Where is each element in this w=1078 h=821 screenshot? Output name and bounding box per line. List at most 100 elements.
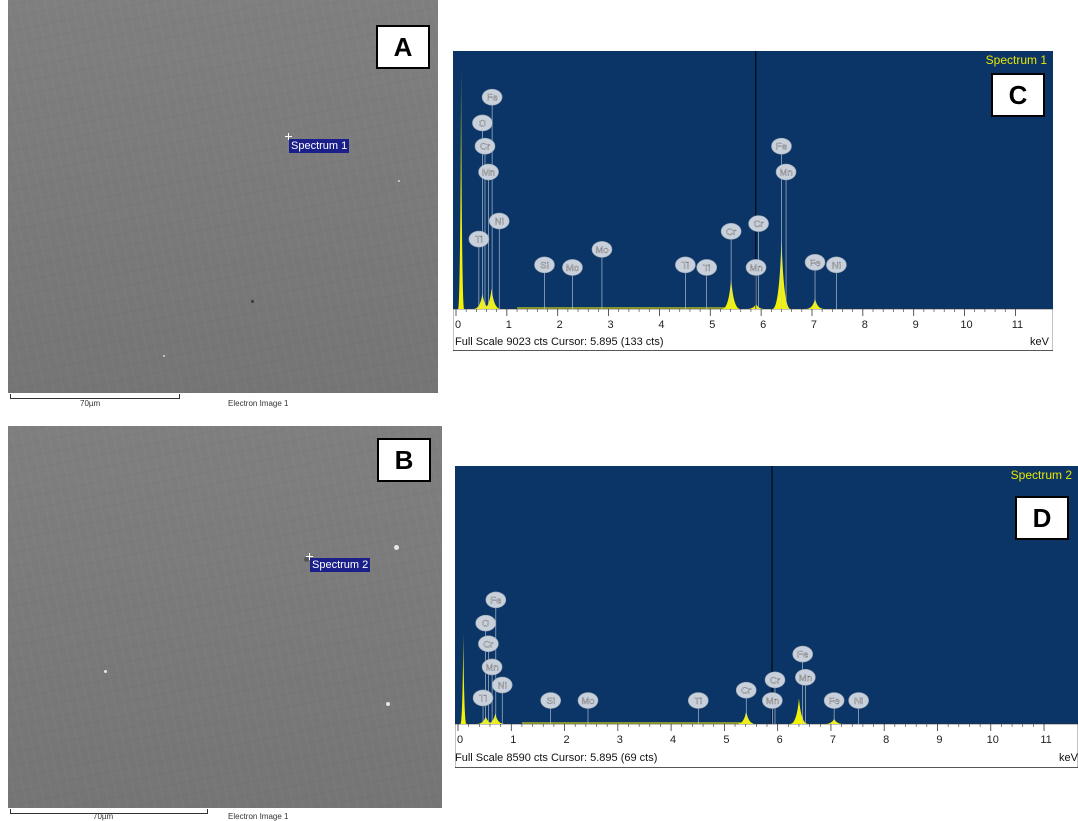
x-tick-label: 10 (987, 734, 999, 746)
spectrum-footer: Full Scale 9023 cts Cursor: 5.895 (133 c… (455, 336, 664, 348)
element-label: Cr (480, 142, 490, 153)
panel-letter-c: C (991, 73, 1045, 117)
element-label: Fe (776, 142, 787, 153)
spectrum-footer: Full Scale 8590 cts Cursor: 5.895 (69 ct… (455, 752, 658, 764)
x-tick-label: 1 (510, 734, 516, 746)
element-label: Ti (479, 693, 487, 704)
plot-background (455, 466, 1078, 724)
element-label: Ti (475, 235, 483, 246)
element-label-bubble (481, 658, 503, 676)
element-label: Si (546, 696, 554, 707)
element-label: Cr (770, 675, 780, 686)
x-axis-unit: keV (1059, 752, 1078, 764)
x-tick-label: 3 (617, 734, 623, 746)
element-label-bubble (696, 259, 718, 276)
x-tick-label: 8 (862, 319, 868, 331)
element-label-bubble (485, 591, 507, 609)
panel-letter-a: A (376, 25, 430, 69)
element-label-bubble (481, 88, 503, 106)
spectrum-label: Spectrum 2 (310, 558, 371, 572)
element-label: Si (540, 260, 548, 271)
x-axis-unit: keV (1030, 336, 1049, 348)
element-label-bubble (764, 671, 786, 689)
element-label: Cr (741, 686, 751, 697)
image-label: Electron Image 1 (228, 399, 289, 408)
scale-label: 70µm (80, 399, 101, 408)
element-label-bubble (735, 681, 757, 699)
particle (304, 557, 309, 562)
element-label: Ti (694, 696, 702, 707)
element-label-bubble (468, 230, 490, 248)
element-label-bubble (472, 114, 493, 132)
element-label: O (482, 619, 489, 630)
element-label: Ni (495, 217, 504, 228)
particle (251, 300, 254, 303)
element-label-bubble (591, 241, 613, 258)
x-tick-label: 2 (563, 734, 569, 746)
spectrum-peak (789, 698, 808, 724)
sem-image-a: Spectrum 1 A (8, 0, 438, 393)
x-tick-label: 0 (455, 319, 461, 331)
element-label-bubble (687, 692, 709, 709)
element-label: Mn (749, 263, 762, 274)
spectrum-chart-c: Spectrum 1 Fe O Cr Mn Ni Ti Si Mo Mo Ti Ti Cr Cr Mn Fe M… (453, 51, 1053, 351)
element-label: Mn (766, 696, 779, 707)
spectrum-plot-c: Spectrum 1 Fe O Cr Mn Ni Ti Si Mo Mo Ti Ti Cr Cr Mn Fe M… (453, 51, 1053, 351)
element-label: Mn (482, 168, 495, 179)
spectrum-peak (482, 288, 501, 309)
element-label: Fe (829, 696, 840, 707)
element-label: Mo (566, 263, 579, 274)
element-label-bubble (491, 676, 513, 694)
element-label-bubble (804, 254, 826, 271)
x-tick-label: 2 (557, 319, 563, 331)
element-label: Fe (487, 93, 498, 104)
element-label-bubble (675, 256, 696, 274)
element-label: Mo (581, 696, 594, 707)
sem-panel-a: Spectrum 1 A 70µm Electron Image 1 (8, 0, 438, 416)
panel-letter-d: D (1015, 496, 1069, 540)
sem-panel-b: Spectrum 2 B 70µm Electron Image 1 (8, 426, 442, 821)
element-label-bubble (748, 215, 769, 232)
element-label-bubble (478, 635, 499, 653)
x-tick-label: 4 (658, 319, 664, 331)
particle (394, 545, 399, 550)
element-label-bubble (775, 163, 797, 181)
element-label-bubble (762, 692, 783, 709)
scale-label: 70µm (93, 812, 114, 821)
x-tick-label: 9 (913, 319, 919, 331)
element-label: Ni (832, 260, 841, 271)
element-label-bubble (472, 689, 494, 707)
particle (386, 702, 390, 706)
x-axis-strip (455, 723, 1078, 768)
element-label-bubble (826, 256, 847, 274)
scale-bar (10, 809, 208, 814)
element-label-bubble (848, 692, 869, 709)
particle (163, 355, 165, 357)
element-label-bubble (792, 645, 813, 663)
element-label-bubble (577, 692, 599, 709)
element-label-bubble (562, 259, 583, 276)
element-label-bubble (771, 137, 792, 155)
x-tick-label: 5 (709, 319, 715, 331)
x-tick-label: 11 (1012, 319, 1023, 331)
x-tick-label: 6 (777, 734, 783, 746)
panel-letter-b: B (377, 438, 431, 482)
x-tick-label: 9 (936, 734, 942, 746)
element-label: Cr (483, 639, 493, 650)
particle (104, 670, 107, 673)
x-tick-label: 10 (960, 319, 972, 331)
spectrum-peak (458, 69, 465, 309)
element-label: Ti (703, 263, 711, 274)
element-label: Mn (799, 673, 812, 684)
element-label-bubble (475, 614, 497, 632)
element-label-bubble (540, 692, 561, 709)
x-tick-label: 7 (830, 734, 836, 746)
element-label: Ni (498, 681, 507, 692)
element-label: Ti (682, 260, 690, 271)
x-tick-label: 6 (760, 319, 766, 331)
element-label-bubble (823, 692, 845, 709)
element-label: Cr (754, 219, 764, 230)
spectrum-peak (486, 713, 505, 724)
sem-image-b: Spectrum 2 B (8, 426, 442, 808)
